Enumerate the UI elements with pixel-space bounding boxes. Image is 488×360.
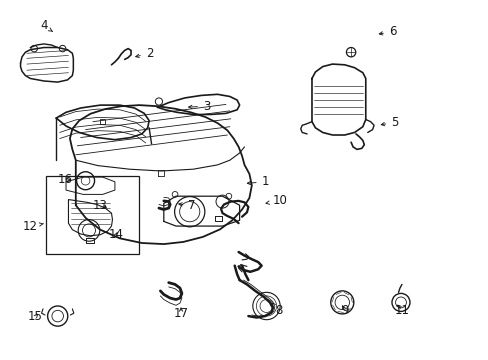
Text: 16: 16 xyxy=(57,174,72,186)
Text: 5: 5 xyxy=(381,116,398,129)
Text: 4: 4 xyxy=(40,19,53,32)
Text: 1: 1 xyxy=(247,175,268,188)
Text: 17: 17 xyxy=(173,307,188,320)
Text: 6: 6 xyxy=(379,25,395,38)
Text: 15: 15 xyxy=(28,310,42,323)
Text: 13: 13 xyxy=(93,199,107,212)
Text: 14: 14 xyxy=(108,228,123,241)
Text: 7: 7 xyxy=(179,199,195,212)
Bar xyxy=(46,176,139,254)
Text: 12: 12 xyxy=(23,220,43,233)
Text: 11: 11 xyxy=(394,304,409,317)
Text: 8: 8 xyxy=(271,303,282,317)
Text: 3: 3 xyxy=(188,100,210,113)
Text: 2: 2 xyxy=(136,47,153,60)
Text: 9: 9 xyxy=(340,304,347,317)
Text: 10: 10 xyxy=(265,194,286,207)
